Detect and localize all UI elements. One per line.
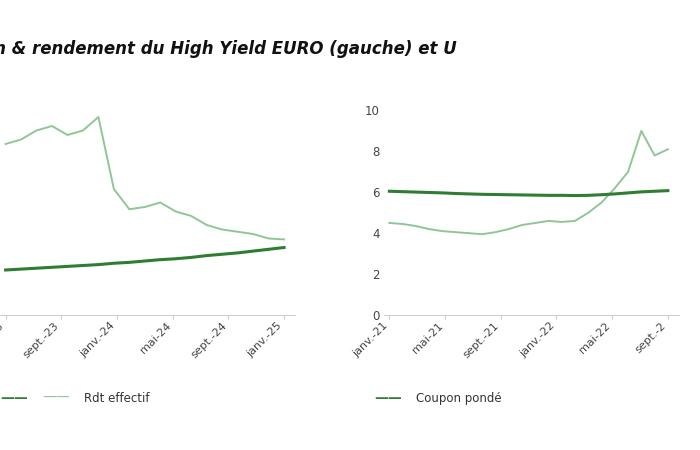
Text: Coupon pondé: Coupon pondé: [416, 392, 502, 405]
Text: ——: ——: [0, 391, 28, 405]
Text: Rdt effectif: Rdt effectif: [84, 392, 150, 405]
Text: ——: ——: [374, 391, 402, 405]
Text: ——: ——: [42, 391, 69, 405]
Text: yen & rendement du High Yield EURO (gauche) et U: yen & rendement du High Yield EURO (gauc…: [0, 40, 456, 58]
